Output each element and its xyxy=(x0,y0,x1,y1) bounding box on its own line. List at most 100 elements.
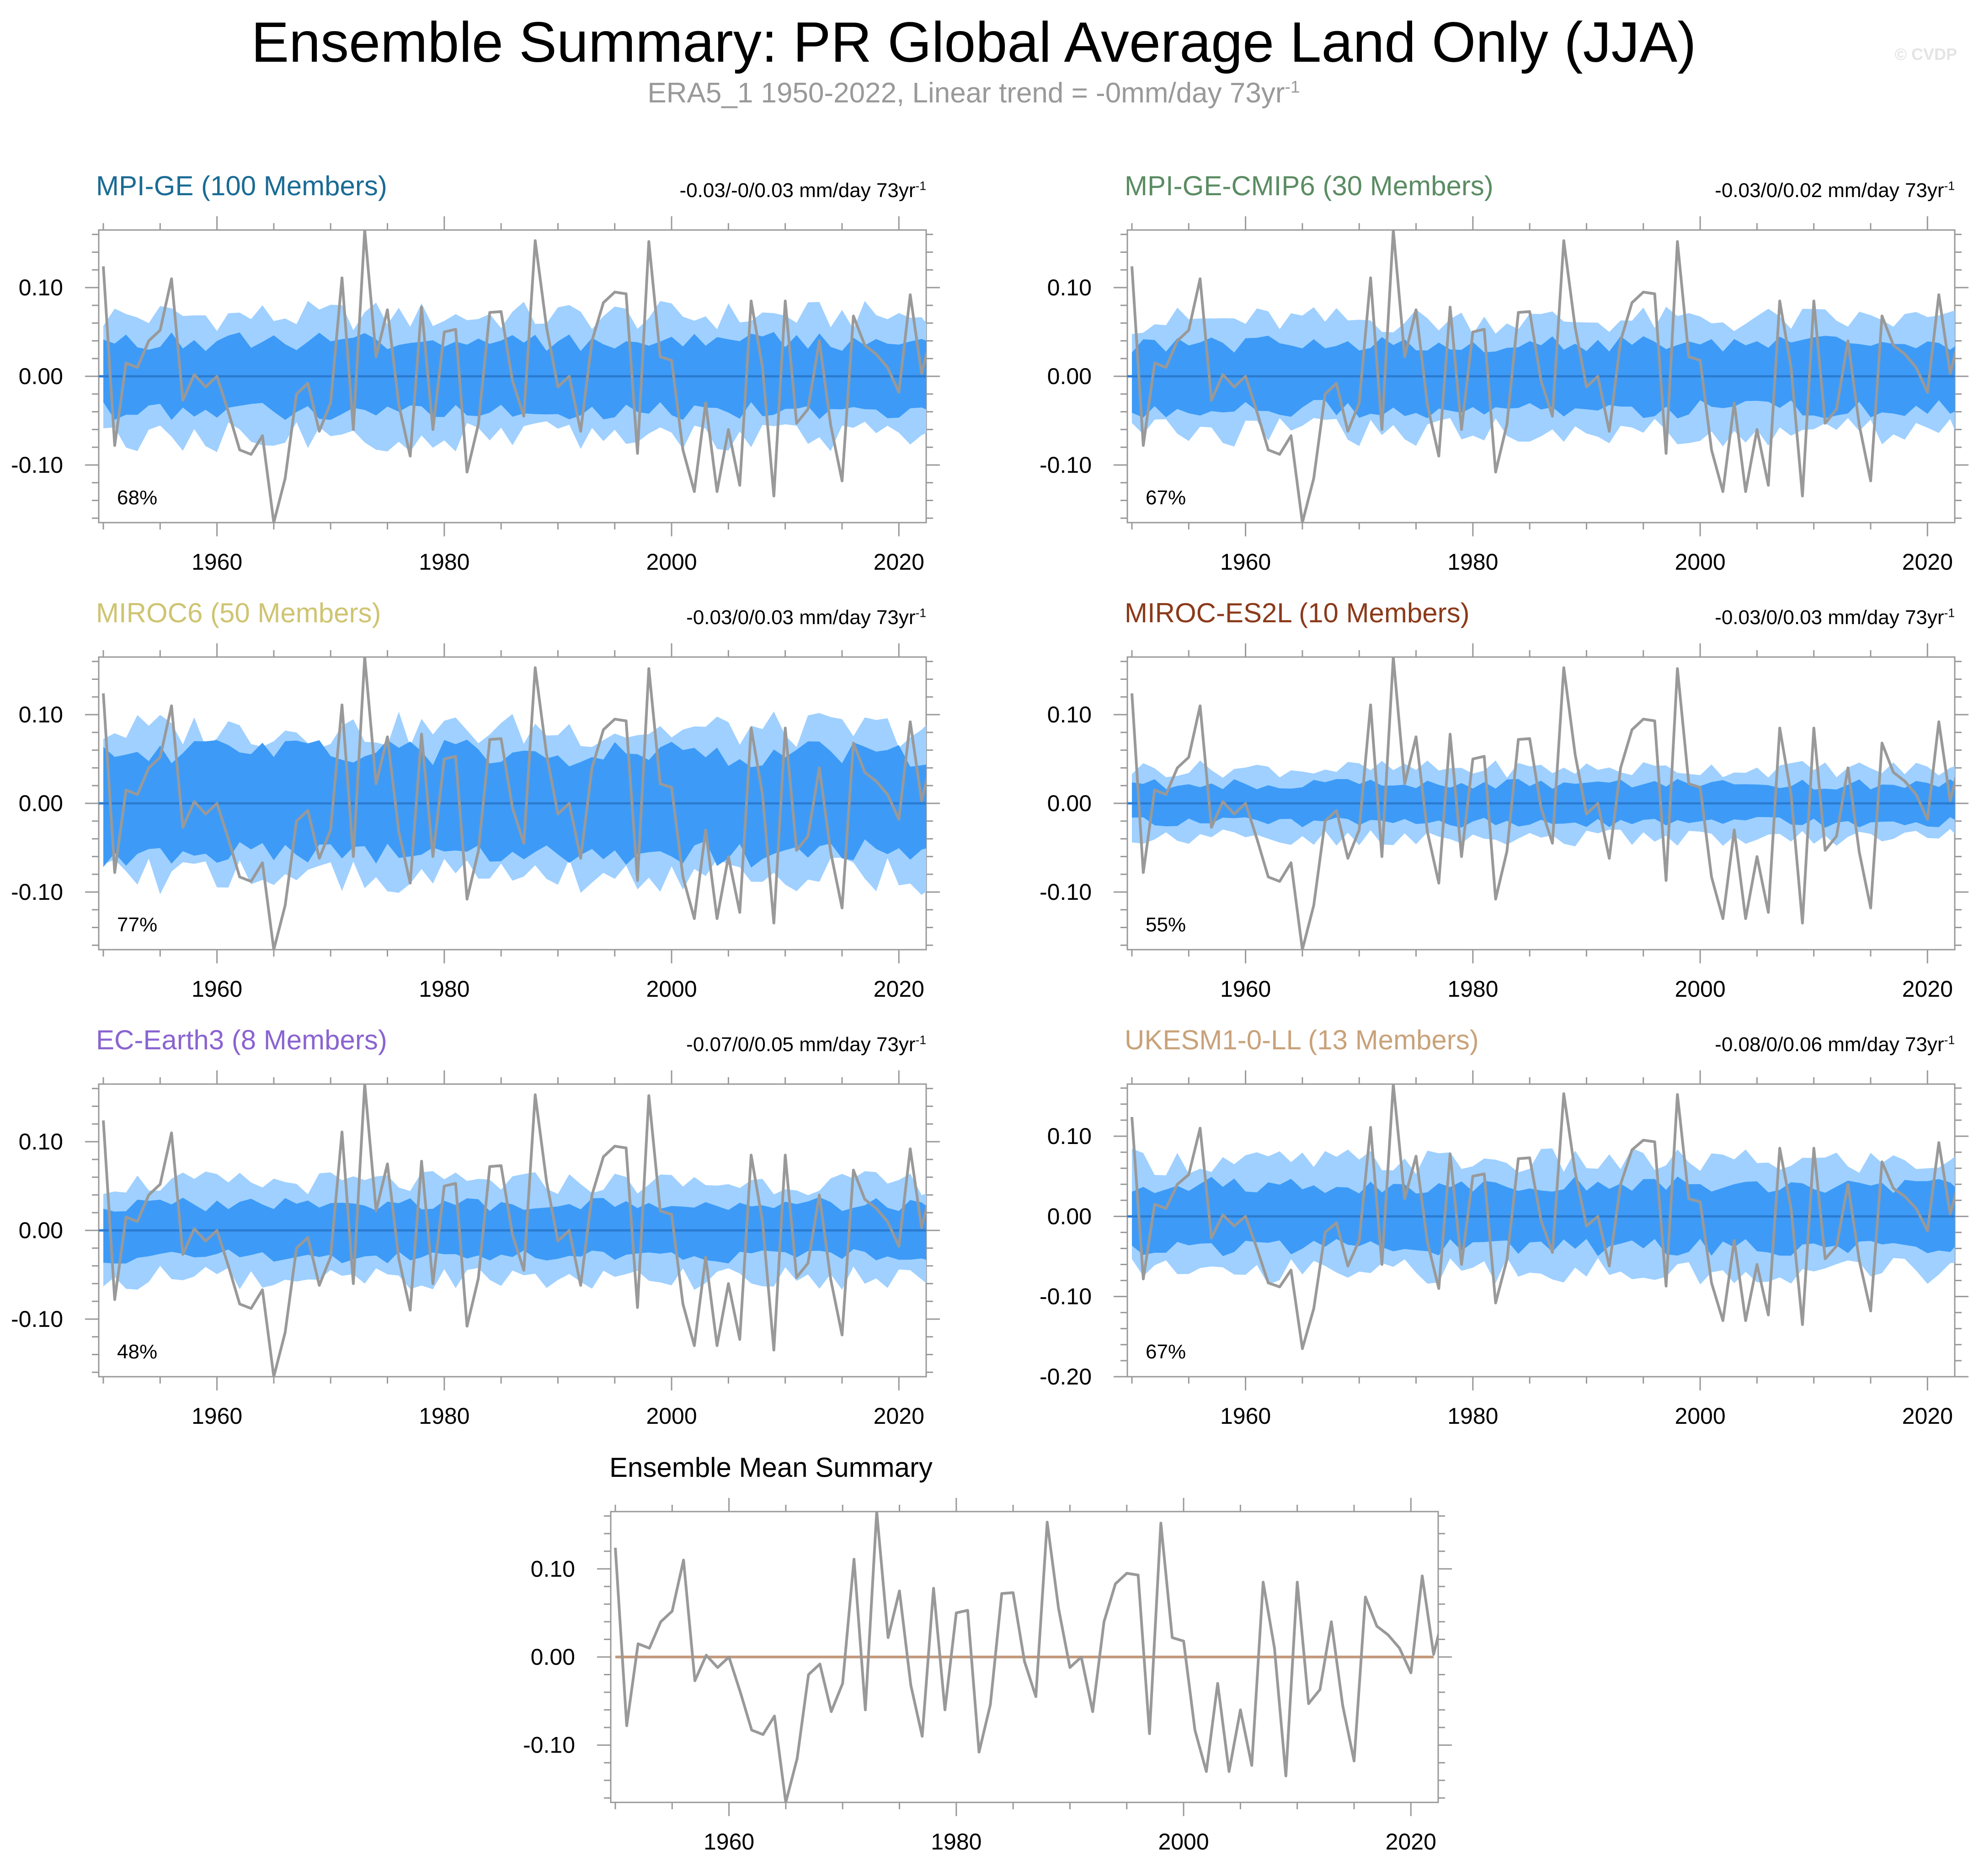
x-tick-label: 1960 xyxy=(1220,549,1271,575)
x-tick-label: 1980 xyxy=(1447,976,1498,1002)
plot-miroc-es2l: 1960 1980 2000 2020 -0.10 0.00 0.10 55% xyxy=(1040,643,1968,1002)
x-tick-label: 2000 xyxy=(1675,976,1725,1002)
y-tick-label: -0.10 xyxy=(1040,452,1092,478)
x-tick-label: 2020 xyxy=(1902,549,1953,575)
x-tick-label: 1960 xyxy=(704,1829,754,1855)
panel-title-mpi-ge-cmip6: MPI-GE-CMIP6 (30 Members) xyxy=(1125,171,1494,201)
y-tick-label: 0.10 xyxy=(19,1129,63,1154)
panel-title-miroc6: MIROC6 (50 Members) xyxy=(96,598,381,628)
y-tick-label: -0.10 xyxy=(523,1732,575,1758)
trend-label-miroc-es2l: -0.03/0/0.03 mm/day 73yr-1 xyxy=(1715,606,1955,629)
x-tick-label: 1960 xyxy=(1220,1403,1271,1429)
x-tick-label: 1980 xyxy=(419,976,469,1002)
y-tick-label: -0.10 xyxy=(1040,879,1092,905)
trend-label-mpi-ge: -0.03/-0/0.03 mm/day 73yr-1 xyxy=(680,179,926,202)
x-tick-label: 1960 xyxy=(192,976,242,1002)
x-tick-label: 2020 xyxy=(1902,1403,1953,1429)
y-tick-label: 0.10 xyxy=(19,275,63,300)
y-tick-label: -0.10 xyxy=(11,452,63,478)
observed-series-line xyxy=(614,1512,1438,1802)
x-tick-label: 1980 xyxy=(419,1403,469,1429)
x-tick-label: 1980 xyxy=(931,1829,981,1855)
watermark: © CVDP xyxy=(1894,45,1957,64)
trend-label-ukesm1-0-ll: -0.08/0/0.06 mm/day 73yr-1 xyxy=(1715,1033,1955,1056)
trend-superscript: -1 xyxy=(1944,606,1955,620)
trend-label-ec-earth3: -0.07/0/0.05 mm/day 73yr-1 xyxy=(686,1033,926,1056)
trend-text: -0.03/-0/0.03 mm/day 73yr xyxy=(679,179,916,202)
x-tick-label: 2000 xyxy=(1158,1829,1209,1855)
subtitle-superscript: -1 xyxy=(1285,77,1300,96)
x-tick-label: 2020 xyxy=(1902,976,1953,1002)
x-tick-label: 2020 xyxy=(874,549,924,575)
trend-superscript: -1 xyxy=(915,1033,926,1047)
mean-summary-title: Ensemble Mean Summary xyxy=(609,1452,933,1483)
subtitle-text: ERA5_1 1950-2022, Linear trend = -0mm/da… xyxy=(647,77,1285,109)
percent-label: 67% xyxy=(1146,1341,1186,1363)
plot-area xyxy=(1127,657,1955,950)
trend-text: -0.07/0/0.05 mm/day 73yr xyxy=(686,1033,916,1056)
trend-text: -0.03/0/0.03 mm/day 73yr xyxy=(1715,606,1944,629)
x-tick-label: 1960 xyxy=(1220,976,1271,1002)
observed-series-line xyxy=(1131,1084,1955,1350)
panel-title-miroc-es2l: MIROC-ES2L (10 Members) xyxy=(1125,598,1470,628)
x-tick-label: 2020 xyxy=(874,1403,924,1429)
y-tick-label: -0.10 xyxy=(11,1306,63,1332)
percent-label: 67% xyxy=(1146,486,1186,509)
percent-label: 68% xyxy=(117,486,157,509)
observed-series-line xyxy=(102,230,926,523)
panel-title-ec-earth3: EC-Earth3 (8 Members) xyxy=(96,1025,387,1055)
percent-label: 48% xyxy=(117,1341,157,1363)
plot-ukesm1-0-ll: 1960 1980 2000 2020 -0.20 -0.10 0.00 0.10 67% xyxy=(1040,1070,1968,1429)
y-tick-label: 0.10 xyxy=(1047,1123,1092,1149)
page-subtitle: ERA5_1 1950-2022, Linear trend = -0mm/da… xyxy=(0,77,1947,109)
x-tick-label: 2000 xyxy=(646,549,697,575)
x-tick-label: 1980 xyxy=(419,549,469,575)
x-tick-label: 2000 xyxy=(1675,1403,1725,1429)
y-tick-label: 0.00 xyxy=(531,1644,575,1670)
trend-text: -0.03/0/0.02 mm/day 73yr xyxy=(1715,179,1944,202)
plot-miroc6: 1960 1980 2000 2020 -0.10 0.00 0.10 77% xyxy=(11,643,940,1002)
plot-area xyxy=(99,1084,926,1377)
page-title: Ensemble Summary: PR Global Average Land… xyxy=(251,11,1696,74)
y-tick-label: 0.10 xyxy=(1047,702,1092,727)
y-tick-label: 0.00 xyxy=(1047,791,1092,816)
y-tick-label: 0.00 xyxy=(1047,1203,1092,1229)
x-tick-label: 2020 xyxy=(1386,1829,1436,1855)
trend-superscript: -1 xyxy=(915,606,926,620)
trend-superscript: -1 xyxy=(1944,179,1955,193)
y-tick-label: 0.10 xyxy=(1047,275,1092,300)
percent-label: 55% xyxy=(1146,914,1186,936)
observed-series-line xyxy=(102,1084,926,1377)
x-tick-label: 1960 xyxy=(192,1403,242,1429)
panel-title-mpi-ge: MPI-GE (100 Members) xyxy=(96,171,387,201)
observed-series-line xyxy=(1131,657,1955,950)
trend-text: -0.08/0/0.06 mm/day 73yr xyxy=(1715,1033,1944,1056)
y-tick-label: 0.00 xyxy=(19,1218,63,1243)
trend-label-mpi-ge-cmip6: -0.03/0/0.02 mm/day 73yr-1 xyxy=(1715,179,1955,202)
x-tick-label: 2000 xyxy=(646,976,697,1002)
plot-ec-earth3: 1960 1980 2000 2020 -0.10 0.00 0.10 48% xyxy=(11,1070,940,1429)
plot-area xyxy=(99,230,926,523)
plot-ensemble-mean-summary: 1960 1980 2000 2020 -0.10 0.00 0.10 xyxy=(523,1498,1452,1855)
observed-series-line xyxy=(102,657,926,950)
y-tick-label: 0.00 xyxy=(19,791,63,816)
y-tick-label: -0.10 xyxy=(1040,1284,1092,1309)
trend-text: -0.03/0/0.03 mm/day 73yr xyxy=(686,606,916,629)
x-tick-label: 2000 xyxy=(646,1403,697,1429)
x-tick-label: 1960 xyxy=(192,549,242,575)
trend-superscript: -1 xyxy=(915,179,926,193)
observed-series-line xyxy=(1131,230,1955,523)
plot-area xyxy=(99,657,926,950)
y-tick-label: -0.20 xyxy=(1040,1364,1092,1390)
y-tick-label: 0.00 xyxy=(1047,363,1092,389)
x-tick-label: 2020 xyxy=(874,976,924,1002)
y-tick-label: 0.10 xyxy=(531,1556,575,1582)
x-tick-label: 1980 xyxy=(1447,1403,1498,1429)
plot-mpi-ge-cmip6: 1960 1980 2000 2020 -0.10 0.00 0.10 67% xyxy=(1040,216,1968,575)
trend-superscript: -1 xyxy=(1944,1033,1955,1047)
x-tick-label: 1980 xyxy=(1447,549,1498,575)
percent-label: 77% xyxy=(117,914,157,936)
panel-title-ukesm1-0-ll: UKESM1-0-LL (13 Members) xyxy=(1125,1025,1479,1055)
plot-area xyxy=(1127,230,1955,523)
plot-mpi-ge: 1960 1980 2000 2020 -0.10 0.00 0.10 68% xyxy=(11,216,940,575)
